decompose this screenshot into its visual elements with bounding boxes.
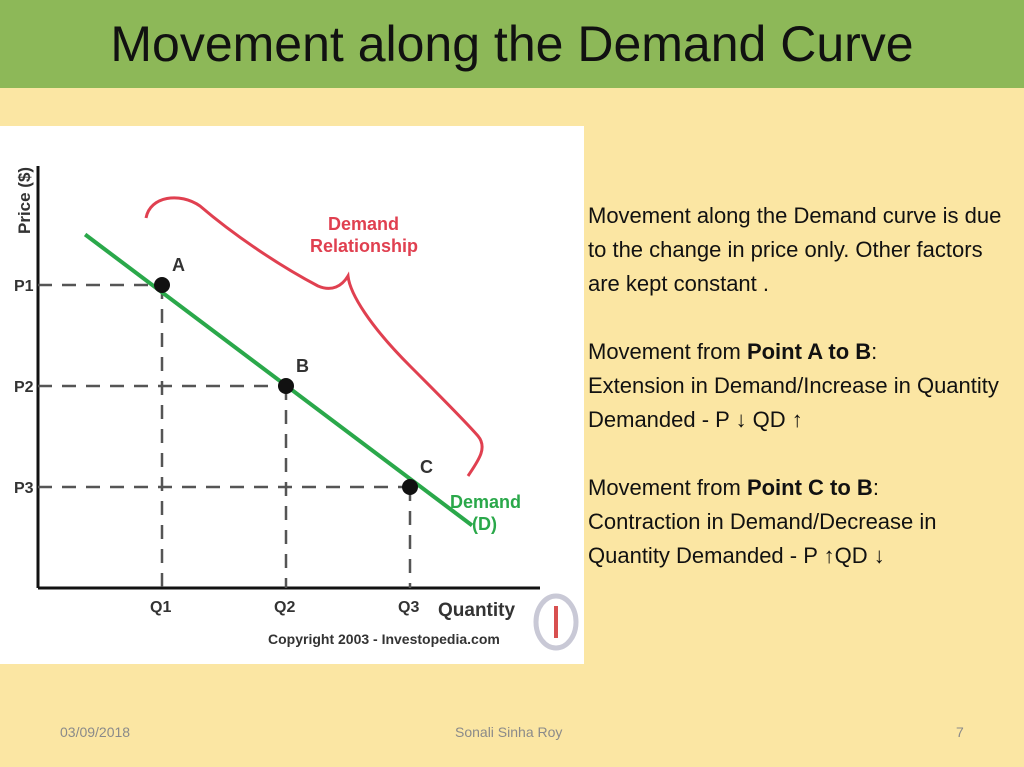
demand-curve-line (83, 232, 474, 527)
brace-label-line2: Relationship (310, 236, 418, 256)
demand-relationship-brace (144, 196, 484, 477)
y-axis-label: Price ($) (15, 167, 34, 234)
x-axis-label: Quantity (438, 600, 515, 621)
point-label-c: C (420, 457, 433, 477)
paragraph-definition: Movement along the Demand curve is due t… (588, 203, 1002, 296)
point-c (402, 479, 418, 495)
x-tick-label: Q1 (150, 599, 171, 616)
a-to-b-colon: : (871, 339, 878, 364)
copyright-text: Copyright 2003 - Investopedia.com (268, 631, 500, 647)
curve-label-line1: Demand (450, 492, 521, 512)
x-tick-label: Q2 (274, 599, 295, 616)
c-to-b-prefix: Movement from (588, 475, 747, 500)
y-tick-label: P2 (14, 379, 34, 396)
paragraph-a-to-b: Movement from Point A to B: Extension in… (588, 335, 1018, 437)
title-bar (0, 0, 1024, 88)
footer-page-number: 7 (956, 724, 964, 740)
footer-date: 03/09/2018 (60, 724, 131, 740)
curve-label-line2: (D) (472, 514, 497, 534)
c-to-b-colon: : (872, 475, 879, 500)
point-label-a: A (172, 255, 185, 275)
brace-label-line1: Demand (328, 214, 399, 234)
a-to-b-description: Extension in Demand/Increase in Quantity… (588, 373, 999, 432)
x-tick-label: Q3 (398, 599, 419, 616)
explanation-text: Movement along the Demand curve is due t… (588, 199, 1018, 607)
point-a (154, 277, 170, 293)
footer-author: Sonali Sinha Roy (455, 724, 563, 740)
c-to-b-bold: Point C to B (746, 475, 873, 500)
y-tick-label: P1 (14, 278, 34, 295)
point-label-b: B (296, 356, 309, 376)
c-to-b-description: Contraction in Demand/Decrease in Quanti… (588, 509, 937, 568)
investopedia-logo-icon (533, 593, 579, 651)
y-tick-label: P3 (14, 480, 34, 497)
demand-chart: Price ($) Quantity P1 P2 P3 Q1 Q2 Q3 A B C Demand Re… (0, 126, 584, 664)
slide-title: Movement along the Demand Curve (110, 16, 914, 72)
point-b (278, 378, 294, 394)
a-to-b-bold: Point A to B (746, 339, 872, 364)
paragraph-c-to-b: Movement from Point C to B: Contraction … (588, 471, 1018, 573)
a-to-b-prefix: Movement from (588, 339, 747, 364)
